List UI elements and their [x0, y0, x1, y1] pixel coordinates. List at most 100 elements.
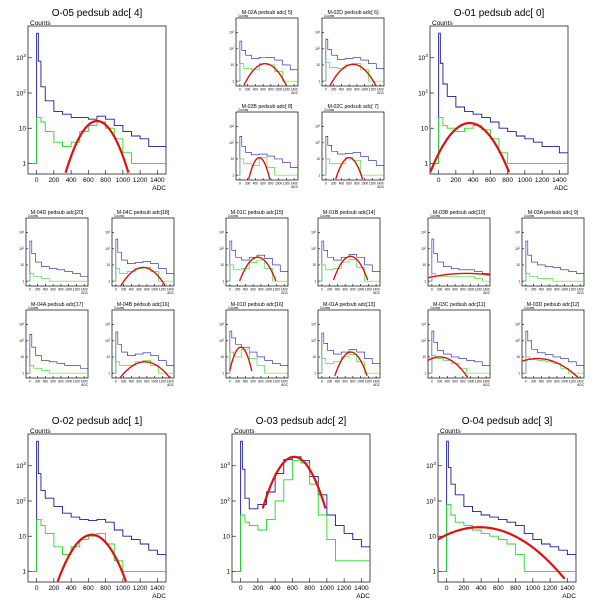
y-tick-label: 10: [516, 355, 520, 359]
y-tick-label: 102: [16, 88, 26, 97]
y-tick-label: 102: [315, 46, 321, 50]
x-axis-label: ADC: [291, 91, 298, 95]
y-tick-label: 10: [220, 355, 224, 359]
y-tick-label: 103: [16, 461, 26, 470]
panel-title: M-02A pedsub adc[ 5]: [242, 10, 293, 16]
x-tick-label: 1000: [151, 380, 158, 384]
plot-frame: [231, 433, 371, 583]
x-tick-label: 1400: [377, 182, 384, 186]
x-tick-label: 0: [431, 380, 433, 384]
x-tick-label: 0: [437, 177, 441, 184]
y-tick-label: 1: [232, 173, 234, 177]
y-axis-label: Counts: [238, 108, 249, 112]
x-tick-label: 1000: [275, 182, 282, 186]
x-tick-label: 800: [58, 288, 64, 292]
x-tick-label: 0: [35, 177, 39, 184]
x-tick-label: 400: [339, 88, 345, 92]
plot-frame: [25, 309, 89, 379]
selected-spectrum-line: [32, 117, 166, 164]
panel-m-02d: M-02D pedsub adc[ 6] 0 200 400 600 800 1000 120…: [315, 10, 385, 95]
raw-spectrum-line: [227, 330, 288, 374]
x-tick-label: 800: [510, 585, 521, 592]
x-axis-label: ADC: [167, 291, 174, 295]
y-tick-label: 1: [22, 371, 24, 375]
y-tick-label: 102: [220, 496, 230, 505]
y-tick-label: 102: [421, 246, 427, 250]
y-tick-label: 10: [312, 355, 316, 359]
y-tick-label: 102: [418, 88, 428, 97]
y-tick-label: 103: [220, 461, 230, 470]
y-tick-label: 10: [220, 263, 224, 267]
panel-m-01d: M-01D pedsub adc[16] 0 200 400 600 800 1000 120…: [219, 302, 289, 387]
y-tick-label: 1: [424, 279, 426, 283]
x-tick-label: 1200: [535, 177, 550, 184]
panel-m-02c: M-02C pedsub adc[ 7] 0 200 400 600 800 1000 120…: [315, 104, 385, 189]
x-tick-label: 200: [458, 585, 469, 592]
plot-frame: [235, 111, 299, 181]
x-tick-label: 800: [258, 380, 264, 384]
plot-frame: [437, 433, 577, 583]
x-tick-label: 800: [554, 380, 560, 384]
plot-frame: [321, 111, 385, 181]
y-tick-label: 102: [229, 140, 235, 144]
y-tick-label: 102: [421, 338, 427, 342]
gauss-fit-curve: [238, 256, 277, 282]
panel-m-02b: M-02B pedsub adc[ 8] 0 200 400 600 800 1000 120…: [229, 104, 299, 189]
selected-spectrum-line: [319, 259, 380, 282]
y-axis-label: Counts: [432, 20, 453, 27]
raw-spectrum-line: [237, 136, 298, 176]
x-tick-label: 400: [253, 182, 259, 186]
panel-title: M-04D pedsub adc[20]: [31, 210, 84, 216]
y-axis-label: Counts: [320, 214, 331, 218]
x-tick-label: 600: [250, 288, 256, 292]
y-tick-label: 10: [19, 125, 27, 132]
raw-spectrum-line: [429, 330, 490, 374]
series-group: [430, 32, 568, 173]
raw-spectrum-line: [429, 238, 490, 282]
raw-spectrum-line: [319, 240, 380, 282]
y-axis-label: Counts: [114, 306, 125, 310]
panel-m-01a: M-01A pedsub adc[13] 0 200 400 600 800 1000 120…: [311, 302, 381, 387]
y-tick-label: 1: [226, 569, 230, 576]
plot-frame: [25, 217, 89, 287]
x-tick-label: 200: [531, 288, 537, 292]
plot-frame: [521, 309, 585, 379]
x-tick-label: 0: [321, 380, 323, 384]
x-tick-label: 800: [268, 88, 274, 92]
x-tick-label: 1400: [81, 288, 88, 292]
series-group: [237, 136, 298, 180]
selected-spectrum-line: [32, 518, 166, 572]
panel-o-03: O-03 pedsub adc[ 2] 0 200 400 600 800 1000 1200…: [220, 416, 371, 600]
x-tick-label: 1400: [167, 380, 174, 384]
x-tick-label: 0: [525, 288, 527, 292]
y-axis-label: Counts: [234, 428, 255, 435]
y-axis-label: Counts: [320, 306, 331, 310]
y-axis-label: Counts: [228, 306, 239, 310]
y-tick-label: 102: [311, 338, 317, 342]
x-tick-label: 1400: [377, 88, 384, 92]
x-tick-label: 400: [43, 380, 49, 384]
y-tick-label: 102: [105, 338, 111, 342]
plot-frame: [235, 17, 299, 87]
y-tick-label: 1: [22, 279, 24, 283]
x-tick-label: 1400: [291, 182, 298, 186]
gauss-fit-curve: [428, 356, 469, 378]
x-tick-label: 1000: [357, 380, 364, 384]
x-tick-label: 600: [346, 182, 352, 186]
y-axis-label: Counts: [430, 214, 441, 218]
x-tick-label: 0: [229, 288, 231, 292]
x-tick-label: 1000: [561, 288, 568, 292]
x-tick-label: 800: [144, 288, 150, 292]
x-tick-label: 200: [121, 380, 127, 384]
x-tick-label: 800: [258, 288, 264, 292]
plot-frame: [427, 309, 491, 379]
x-tick-label: 400: [243, 288, 249, 292]
y-tick-label: 103: [19, 230, 25, 234]
raw-spectrum-line: [227, 240, 288, 282]
y-tick-label: 1: [314, 279, 316, 283]
series-group: [522, 330, 584, 378]
panel-title: O-05 pedsub adc[ 4]: [52, 8, 143, 19]
panel-title: M-03D pedsub adc[12]: [527, 302, 580, 308]
x-tick-label: 0: [115, 380, 117, 384]
panel-title: O-01 pedsub adc[ 0]: [454, 8, 545, 19]
